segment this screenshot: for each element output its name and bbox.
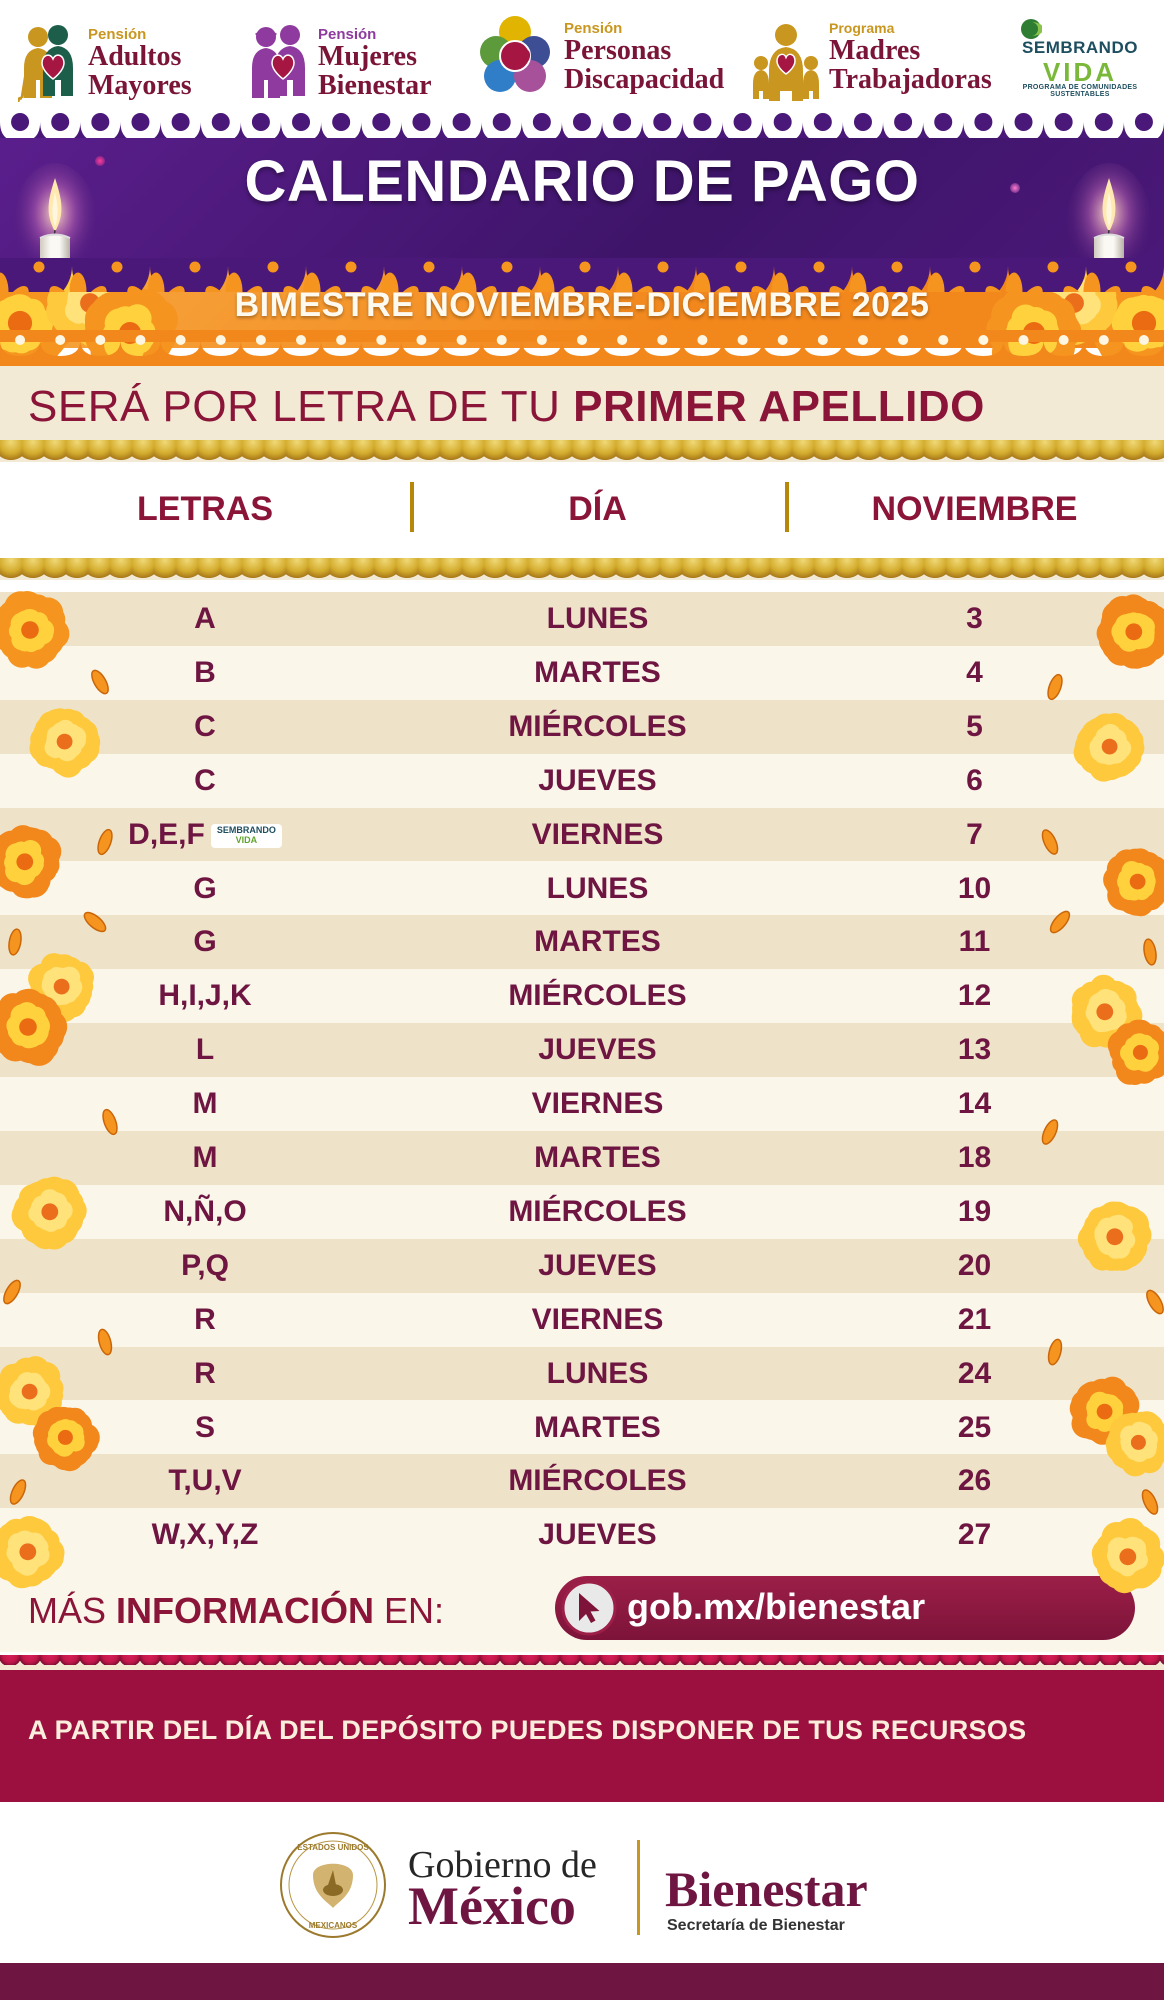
svg-text:ESTADOS UNIDOS: ESTADOS UNIDOS — [297, 1843, 369, 1852]
svg-text:MEXICANOS: MEXICANOS — [309, 1921, 358, 1930]
